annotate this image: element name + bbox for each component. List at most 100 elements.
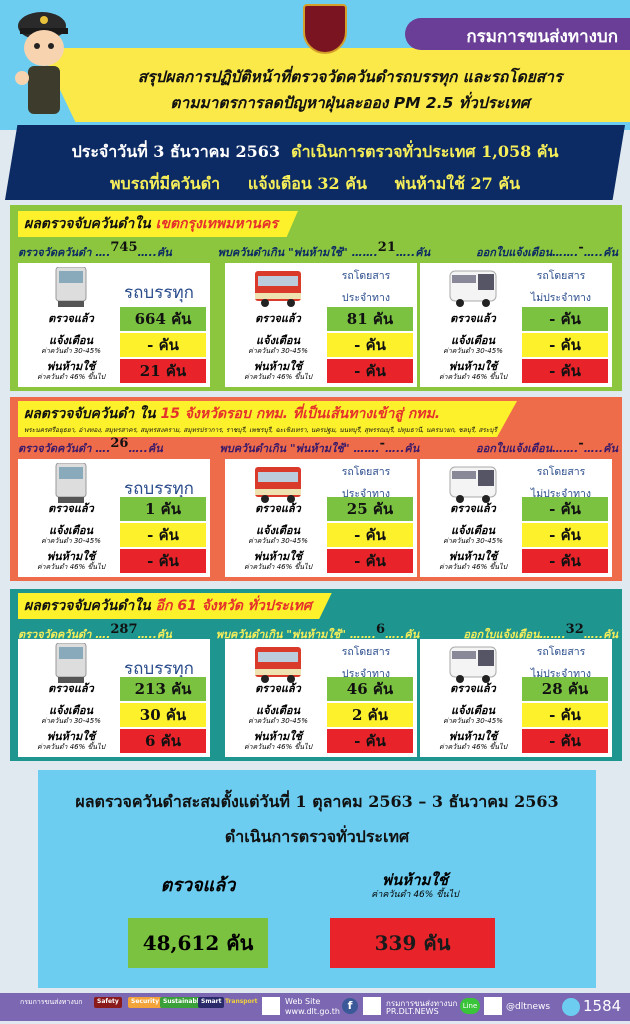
- row-ban: พ่นห้ามใช้ ค่าควันดำ 46% ขึ้นไป 21 คัน: [18, 359, 210, 383]
- row-sublabel: ค่าควันดำ 30-45%: [248, 347, 308, 355]
- row-checked: ตรวจแล้ว 1 คัน: [18, 497, 210, 521]
- row-checked: ตรวจแล้ว 25 คัน: [225, 497, 417, 521]
- row-label: พ่นห้ามใช้: [46, 550, 96, 563]
- row-label: แจ้งเตือน: [451, 524, 495, 537]
- section-stats: ตรวจวัดควันดำ ….26…..คัน พบควันดำเกิน "พ…: [18, 436, 618, 457]
- row-ban: พ่นห้ามใช้ ค่าควันดำ 46% ขึ้นไป - คัน: [18, 549, 210, 573]
- row-sublabel: ค่าควันดำ 46% ขึ้นไป: [243, 373, 313, 381]
- truck-icon: [55, 463, 87, 503]
- line-id[interactable]: @dltnews: [506, 1002, 551, 1012]
- row-sublabel: ค่าควันดำ 46% ขึ้นไป: [36, 563, 106, 571]
- stat-warned-label: ออกใบแจ้งเตือน…….: [475, 246, 579, 259]
- checked-value: 664 คัน: [120, 307, 206, 331]
- row-checked: ตรวจแล้ว 81 คัน: [225, 307, 417, 331]
- row-label: พ่นห้ามใช้: [46, 730, 96, 743]
- stat-unit: …..คัน: [395, 246, 431, 259]
- facebook-icon[interactable]: f: [342, 998, 358, 1014]
- row-sublabel: ค่าควันดำ 46% ขึ้นไป: [243, 563, 313, 571]
- footer-org: กรมการขนส่งทางบก: [20, 998, 83, 1006]
- row-sublabel: ค่าควันดำ 30-45%: [443, 717, 503, 725]
- vehicle-type: รถโดยสาร ไม่ประจำทาง: [518, 265, 604, 309]
- ban-value: - คัน: [327, 359, 413, 383]
- warn-value: - คัน: [522, 523, 608, 547]
- row-sublabel: ค่าควันดำ 30-45%: [443, 537, 503, 545]
- coach-bus-icon: [449, 270, 497, 307]
- row-warn: แจ้งเตือน ค่าควันดำ 30-45% - คัน: [420, 703, 612, 727]
- row-label: พ่นห้ามใช้: [448, 360, 498, 373]
- stat-unit: …..คัน: [128, 442, 163, 455]
- website-link[interactable]: www.dlt.go.th: [285, 1007, 340, 1016]
- ban-value: - คัน: [522, 729, 608, 753]
- section-stats: ตรวจวัดควันดำ ….287…..คัน พบควันดำเกิน "…: [18, 622, 618, 643]
- row-sublabel: ค่าควันดำ 46% ขึ้นไป: [438, 373, 508, 381]
- row-label: แจ้งเตือน: [451, 334, 495, 347]
- banner-line-1: ประจำวันที่ 3 ธันวาคม 2563 ดำเนินการตรวจ…: [0, 140, 630, 165]
- row-label: ตรวจแล้ว: [48, 682, 94, 695]
- stat-warned-value: 32: [565, 622, 584, 637]
- row-sublabel: ค่าควันดำ 46% ขึ้นไป: [36, 743, 106, 751]
- stat-unit: …..คัน: [385, 442, 420, 455]
- stat-measured-label: ตรวจวัดควันดำ ….: [18, 442, 111, 455]
- row-sublabel: ค่าควันดำ 46% ขึ้นไป: [36, 373, 106, 381]
- banner-found-label: พบรถที่มีควันดำ: [109, 174, 221, 193]
- row-ban: พ่นห้ามใช้ ค่าควันดำ 46% ขึ้นไป - คัน: [420, 729, 612, 753]
- stat-warned-value: -: [578, 436, 584, 451]
- row-ban: พ่นห้ามใช้ ค่าควันดำ 46% ขึ้นไป - คัน: [225, 359, 417, 383]
- stat-measured-label: ตรวจวัดควันดำ ….: [18, 246, 111, 259]
- checked-value: - คัน: [522, 307, 608, 331]
- vehicle-card: รถโดยสาร ไม่ประจำทาง ตรวจแล้ว - คัน แจ้งเต…: [420, 263, 612, 387]
- truck-icon: [55, 643, 87, 683]
- row-sublabel: ค่าควันดำ 30-45%: [248, 537, 308, 545]
- row-label: แจ้งเตือน: [49, 704, 93, 717]
- row-label: แจ้งเตือน: [256, 704, 300, 717]
- line-icon[interactable]: Line: [460, 998, 480, 1014]
- stat-unit: …..คัน: [137, 246, 172, 259]
- row-label: แจ้งเตือน: [256, 524, 300, 537]
- stat-unit: …..คัน: [583, 628, 618, 641]
- stat-measured-value: 745: [110, 240, 138, 255]
- stat-banned-value: 21: [377, 240, 396, 255]
- stat-unit: …..คัน: [583, 246, 618, 259]
- section-heading: ผลตรวจจับควันดำใน เขตกรุงเทพมหานคร: [18, 211, 298, 237]
- facebook-qr-icon: [363, 997, 381, 1015]
- stat-warned-label: ออกใบแจ้งเตือน…….: [463, 628, 566, 641]
- section-bangkok: ผลตรวจจับควันดำใน เขตกรุงเทพมหานคร ตรวจว…: [10, 205, 622, 391]
- officer-mascot-icon: [15, 12, 68, 114]
- ban-value: - คัน: [522, 359, 608, 383]
- ban-value: - คัน: [522, 549, 608, 573]
- checked-value: 46 คัน: [327, 677, 413, 701]
- stat-unit: …..คัน: [583, 442, 618, 455]
- cumulative-summary: ผลตรวจควันดำสะสมตั้งแต่วันที่ 1 ตุลาคม 2…: [38, 770, 596, 988]
- section-subtitle: พระนครศรีอยุธยา, อ่างทอง, สมุทรสาคร, สมุ…: [24, 426, 498, 434]
- vehicle-type-line2: ประจำทาง: [342, 292, 390, 304]
- banner-line-2: พบรถที่มีควันดำ แจ้งเตือน 32 คัน พ่นห้าม…: [0, 172, 630, 197]
- row-label: ตรวจแล้ว: [450, 502, 496, 515]
- tag-smart: Smart: [198, 997, 225, 1008]
- row-checked: ตรวจแล้ว 664 คัน: [18, 307, 210, 331]
- stat-banned-label: พบควันดำเกิน "พ่นห้ามใช้" …….: [215, 628, 376, 641]
- row-sublabel: ค่าควันดำ 30-45%: [248, 717, 308, 725]
- vehicle-type-line1: รถโดยสาร: [341, 646, 391, 658]
- hotline-number[interactable]: 1584: [583, 997, 622, 1015]
- section-title-highlight: 15 จังหวัดรอบ กทม. ที่เป็นเส้นทางเข้าสู่…: [160, 406, 441, 422]
- vehicle-card: รถโดยสาร ประจำทาง ตรวจแล้ว 25 คัน แจ้งเตือ…: [225, 459, 417, 577]
- facebook-page[interactable]: PR.DLT.NEWS: [386, 1007, 439, 1016]
- dlt-inspector-logo: [303, 4, 347, 54]
- summary-checked-label: ตรวจแล้ว: [160, 875, 236, 896]
- stat-measured-value: 287: [110, 622, 138, 637]
- section-15-provinces: ผลตรวจจับควันดำ ใน 15 จังหวัดรอบ กทม. ที…: [10, 397, 622, 581]
- warn-value: - คัน: [120, 333, 206, 357]
- banner-banned: พ่นห้ามใช้ 27 คัน: [394, 174, 521, 193]
- vehicle-card: รถโดยสาร ประจำทาง ตรวจแล้ว 46 คัน แจ้งเตือ…: [225, 639, 417, 757]
- ban-value: 6 คัน: [120, 729, 206, 753]
- row-warn: แจ้งเตือน ค่าควันดำ 30-45% - คัน: [420, 523, 612, 547]
- warn-value: 30 คัน: [120, 703, 206, 727]
- tag-sustainable: Sustainable: [160, 997, 206, 1008]
- row-ban: พ่นห้ามใช้ ค่าควันดำ 46% ขึ้นไป - คัน: [225, 549, 417, 573]
- row-label: ตรวจแล้ว: [48, 312, 94, 325]
- summary-period: ผลตรวจควันดำสะสมตั้งแต่วันที่ 1 ตุลาคม 2…: [75, 792, 559, 811]
- section-heading: ผลตรวจจับควันดำ ใน 15 จังหวัดรอบ กทม. ที…: [18, 401, 518, 437]
- warn-value: 2 คัน: [327, 703, 413, 727]
- warn-value: - คัน: [327, 333, 413, 357]
- checked-value: 1 คัน: [120, 497, 206, 521]
